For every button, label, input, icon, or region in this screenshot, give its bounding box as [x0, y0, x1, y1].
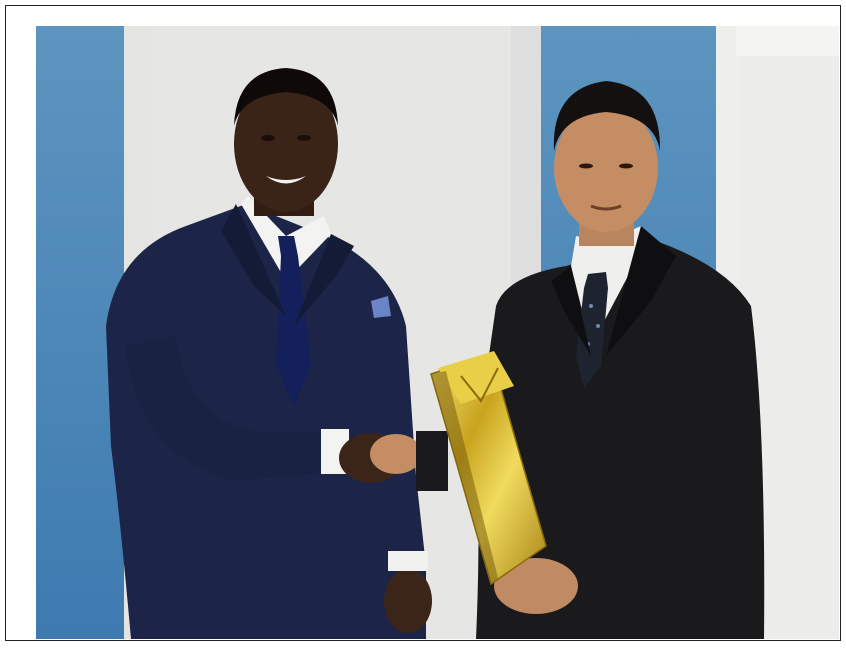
- photo-scene: [36, 26, 839, 639]
- left-smile: [266, 176, 306, 184]
- left-lapel-l: [221, 204, 286, 316]
- right-mouth: [590, 204, 622, 211]
- gift-bag-side-shade: [431, 371, 498, 584]
- left-tie: [276, 236, 311, 406]
- man-right: [476, 81, 765, 639]
- right-eye-r: [619, 163, 633, 169]
- photo-frame: [5, 5, 841, 641]
- left-lower-hand: [384, 569, 432, 633]
- right-hair: [553, 81, 661, 151]
- right-head: [554, 104, 658, 232]
- right-tie: [576, 272, 608, 388]
- gift-bag-fold: [460, 367, 499, 403]
- tie-dot-1: [589, 304, 593, 308]
- pocket-square: [371, 296, 391, 318]
- handshake: [339, 431, 448, 491]
- right-eye-l: [579, 163, 593, 169]
- left-hair: [234, 68, 338, 126]
- left-head: [234, 76, 338, 212]
- left-lapel-r: [294, 234, 354, 326]
- gold-gift-bag: [430, 351, 547, 586]
- tie-dot-2: [596, 324, 600, 328]
- man-left: [106, 68, 432, 639]
- left-suit: [106, 204, 426, 639]
- left-arm: [126, 336, 341, 481]
- handshake-light-hand: [370, 434, 422, 474]
- left-eye-l: [261, 135, 275, 141]
- gift-bag-top: [438, 351, 514, 404]
- right-hand: [494, 558, 578, 614]
- photograph: [36, 26, 839, 639]
- right-lapel-r: [606, 226, 676, 356]
- left-eye-r: [297, 135, 311, 141]
- right-suit: [476, 241, 765, 639]
- left-lower-cuff: [388, 551, 428, 571]
- right-lapel-l: [551, 266, 591, 356]
- right-sleeve-handshake: [416, 431, 448, 491]
- right-panel-trim: [736, 26, 839, 56]
